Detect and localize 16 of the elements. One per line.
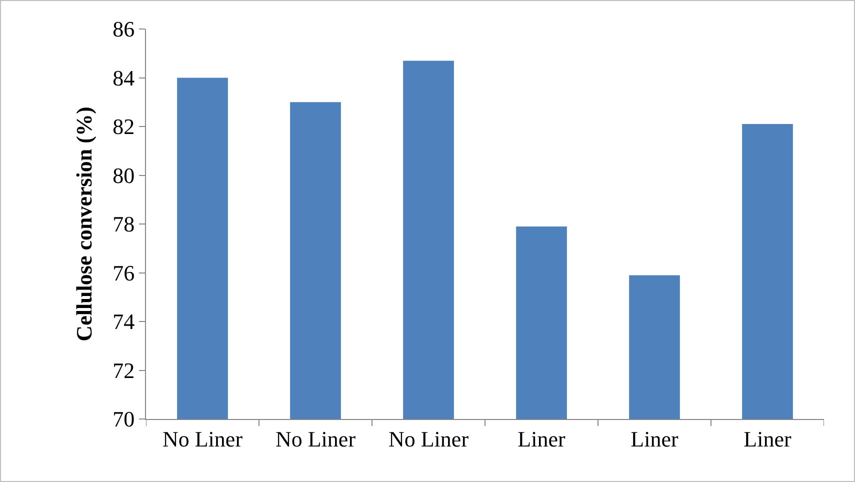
y-tick-label: 76 — [112, 260, 135, 286]
y-axis-title: Cellulose conversion (%) — [71, 106, 96, 342]
x-tick-label: No Liner — [275, 426, 356, 452]
y-tick-label: 84 — [112, 65, 135, 90]
x-tick-label: No Liner — [388, 426, 470, 452]
x-tick-label: Liner — [744, 426, 792, 452]
x-tick-label: Liner — [630, 426, 679, 452]
x-tick-label: Liner — [518, 426, 566, 452]
y-tick-label: 70 — [112, 406, 135, 432]
y-tick-label: 86 — [112, 16, 135, 42]
y-tick-label: 82 — [112, 114, 135, 140]
y-tick-label: 80 — [112, 162, 135, 188]
y-tick-label: 78 — [112, 212, 135, 237]
y-tick-label: 72 — [112, 358, 135, 383]
y-tick-label: 74 — [112, 309, 135, 334]
x-tick-label: No Liner — [162, 426, 244, 452]
